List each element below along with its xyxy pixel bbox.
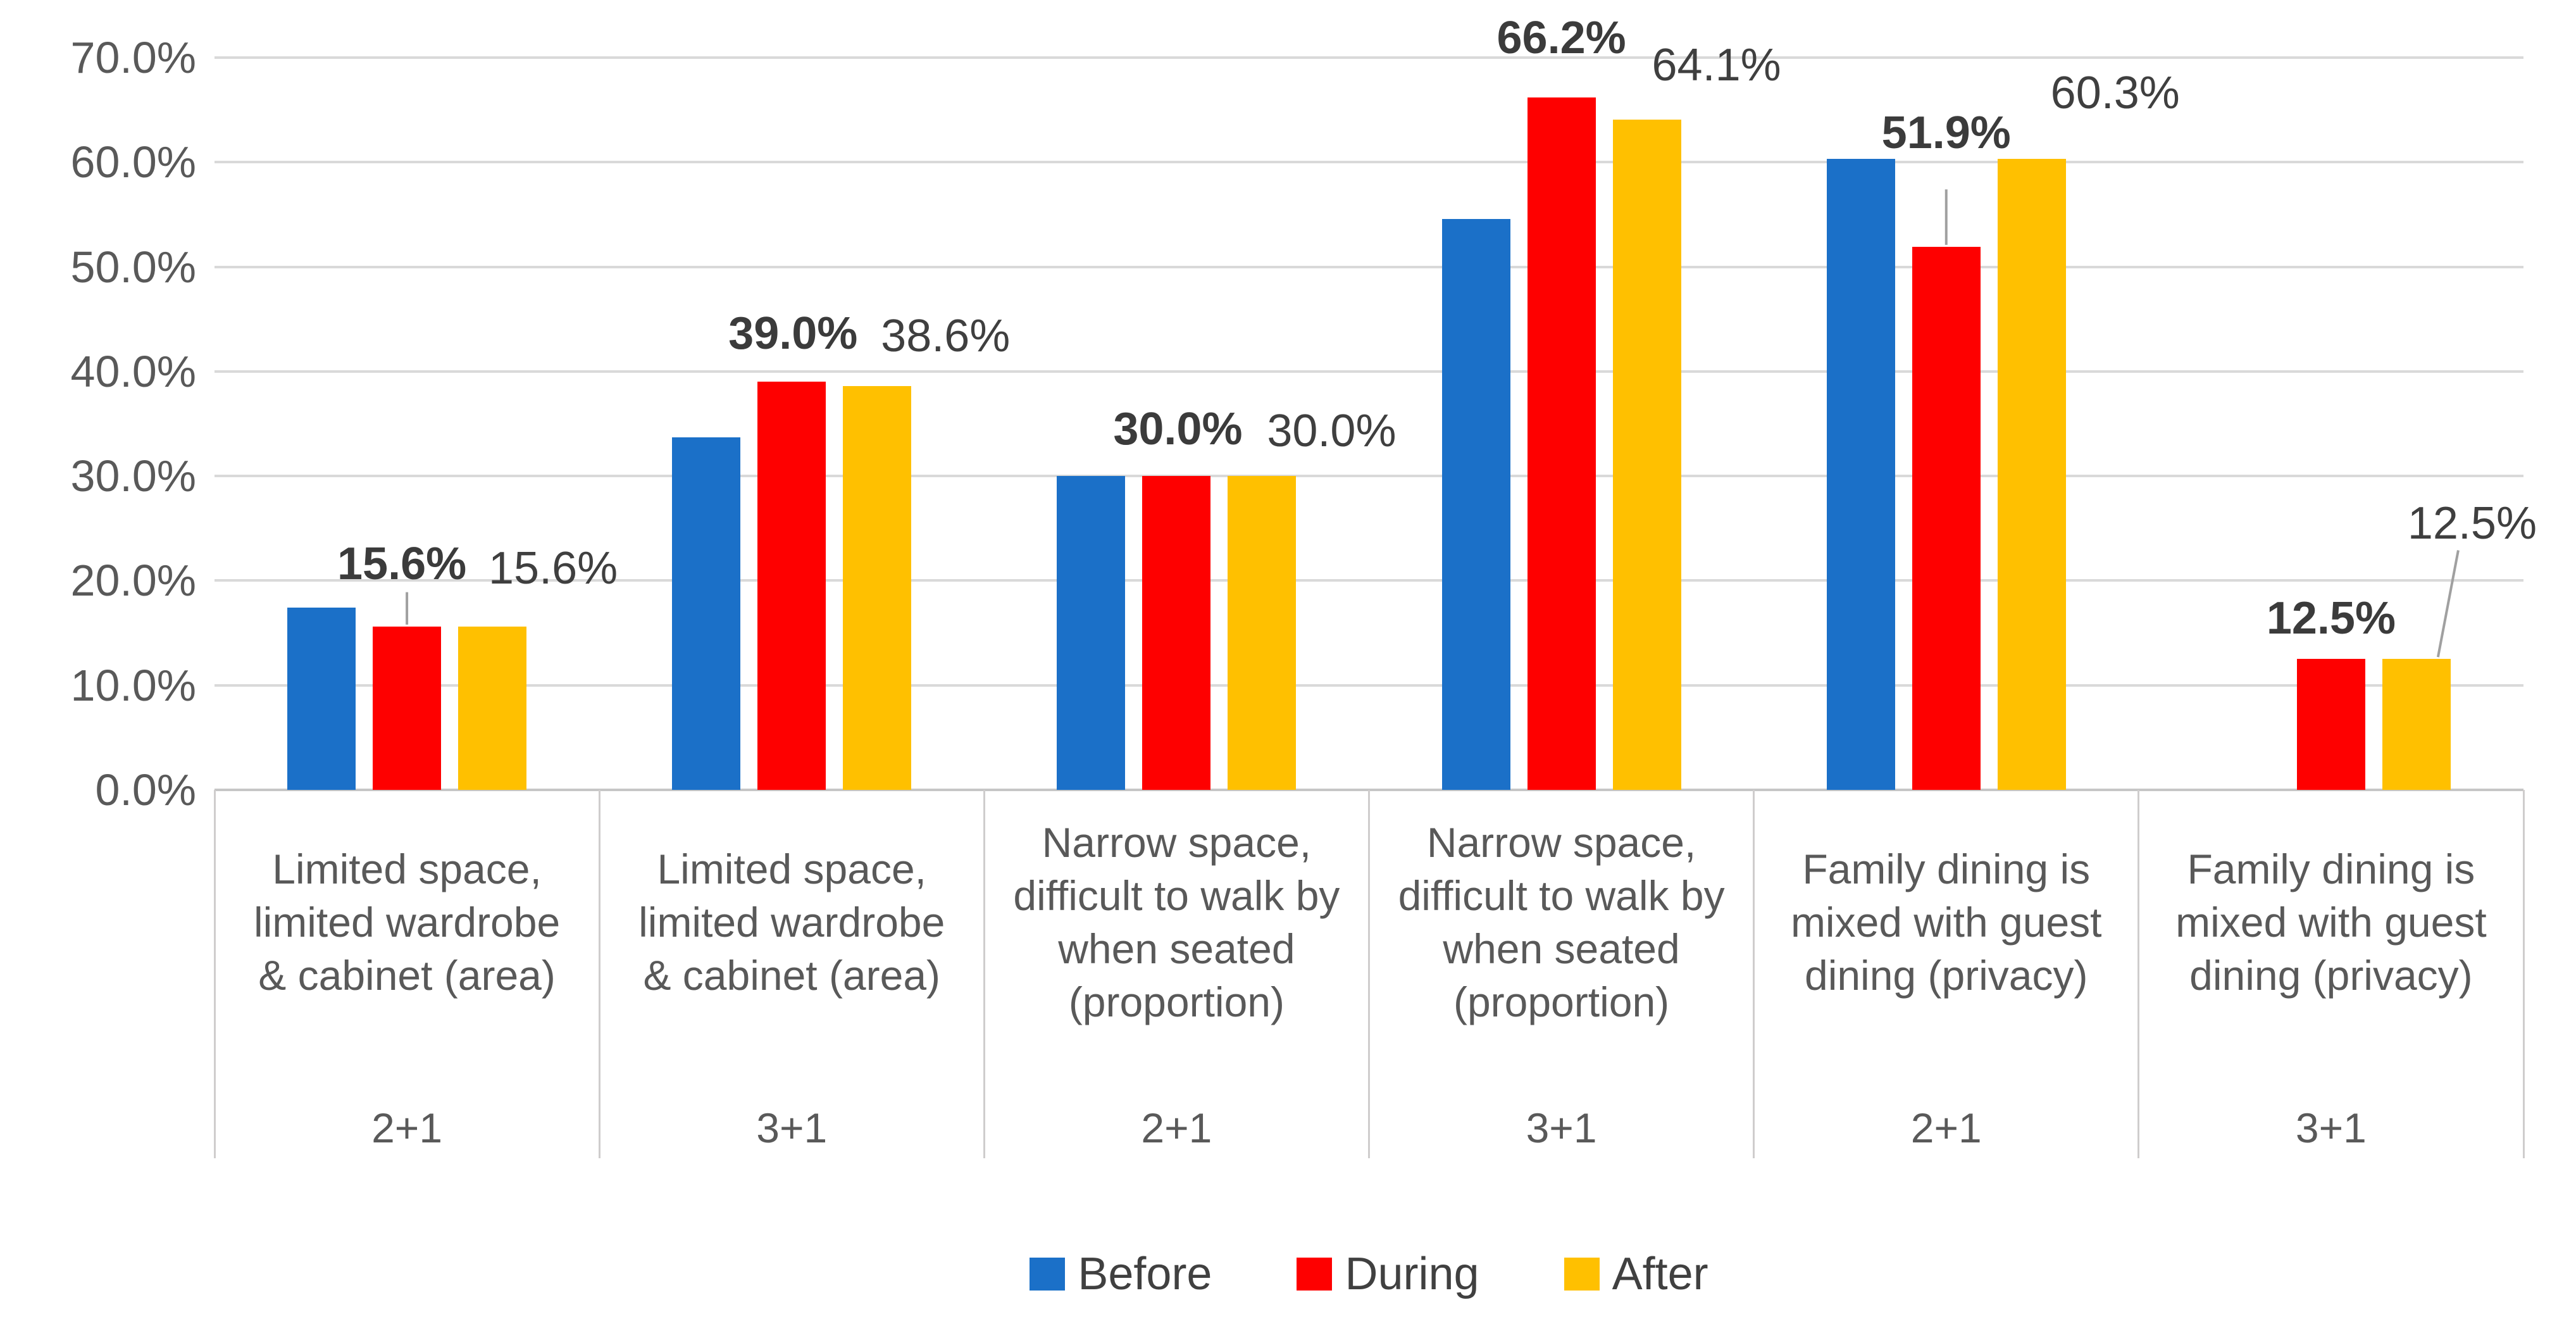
data-label-during-group2: 39.0%: [728, 308, 858, 359]
bar-after-group4: [1612, 119, 1681, 790]
category-sublabel: 2+1: [371, 1104, 443, 1151]
category-divider: [1753, 790, 1755, 1158]
gridline-20: [215, 579, 2523, 582]
category-divider: [2522, 790, 2525, 1158]
data-label-during-group6: 12.5%: [2266, 592, 2396, 644]
category-sublabel: 3+1: [756, 1104, 828, 1151]
category-sublabel: 3+1: [2295, 1104, 2367, 1151]
category-label: Family dining is mixed with guest dining…: [1790, 846, 2102, 999]
y-axis-tick-label: 10.0%: [70, 660, 196, 710]
y-axis-tick-label: 30.0%: [70, 451, 196, 501]
bar-after-group3: [1228, 476, 1297, 790]
legend-label: Before: [1078, 1248, 1212, 1299]
legend-label: After: [1612, 1248, 1708, 1299]
bar-during-group6: [2296, 659, 2365, 790]
bar-after-group1: [458, 627, 527, 790]
bar-before-group5: [1826, 159, 1895, 790]
category-divider: [213, 790, 216, 1158]
data-label-during-group4: 66.2%: [1496, 12, 1626, 63]
gridline-40: [215, 370, 2523, 373]
data-label-during-group1: 15.6%: [337, 538, 467, 589]
bar-before-group4: [1441, 218, 1510, 790]
bar-during-group2: [757, 382, 826, 790]
data-label-after-group3: 30.0%: [1267, 406, 1397, 457]
gridline-60: [215, 161, 2523, 164]
bar-during-group5: [1912, 247, 1981, 790]
category-divider: [598, 790, 600, 1158]
data-label-after-group6: 12.5%: [2407, 497, 2537, 549]
data-label-during-group5: 51.9%: [1881, 108, 2011, 158]
legend-label: During: [1345, 1248, 1479, 1299]
category-divider: [2137, 790, 2140, 1158]
legend-swatch-after: [1564, 1257, 1600, 1291]
data-label-during-group3: 30.0%: [1113, 403, 1243, 454]
bar-before-group2: [672, 437, 741, 790]
bar-before-group1: [287, 608, 356, 790]
legend-item-after[interactable]: After: [1564, 1249, 1708, 1299]
bar-during-group1: [373, 627, 442, 790]
y-axis-tick-label: 70.0%: [70, 33, 196, 82]
bar-after-group6: [2382, 659, 2451, 790]
bar-during-group3: [1142, 476, 1211, 790]
gridline-30: [215, 475, 2523, 478]
category-label: Limited space, limited wardrobe & cabine…: [253, 846, 561, 999]
data-label-after-group2: 38.6%: [881, 310, 1011, 361]
category-label: Family dining is mixed with guest dining…: [2175, 846, 2487, 999]
category-label: Narrow space, difficult to walk by when …: [1013, 819, 1340, 1025]
chart-legend: Before During After: [215, 1237, 2523, 1310]
bar-after-group2: [843, 385, 912, 790]
y-axis-tick-label: 20.0%: [70, 556, 196, 606]
category-sublabel: 3+1: [1526, 1104, 1597, 1151]
y-axis-tick-label: 50.0%: [70, 242, 196, 292]
category-sublabel: 2+1: [1910, 1104, 1982, 1151]
gridline-50: [215, 265, 2523, 268]
category-sublabel: 2+1: [1141, 1104, 1212, 1151]
data-label-after-group1: 15.6%: [488, 542, 618, 594]
legend-swatch-during: [1297, 1257, 1333, 1291]
category-label: Narrow space, difficult to walk by when …: [1398, 819, 1725, 1025]
label-leader-line: [2436, 550, 2460, 658]
y-axis-tick-label: 60.0%: [70, 137, 196, 187]
category-divider: [1368, 790, 1370, 1158]
legend-item-during[interactable]: During: [1297, 1249, 1479, 1299]
gridline-10: [215, 684, 2523, 687]
bar-during-group4: [1527, 97, 1596, 790]
bar-before-group3: [1057, 476, 1126, 790]
gridline-70: [215, 56, 2523, 59]
bar-after-group5: [1997, 159, 2066, 790]
data-label-after-group4: 64.1%: [1652, 39, 1781, 91]
y-axis-tick-label: 0.0%: [95, 765, 196, 815]
legend-item-before[interactable]: Before: [1030, 1249, 1212, 1299]
legend-swatch-before: [1030, 1257, 1066, 1291]
category-label: Limited space, limited wardrobe & cabine…: [638, 846, 945, 999]
data-label-after-group5: 60.3%: [2050, 68, 2180, 119]
y-axis-tick-label: 40.0%: [70, 346, 196, 396]
category-divider: [983, 790, 985, 1158]
